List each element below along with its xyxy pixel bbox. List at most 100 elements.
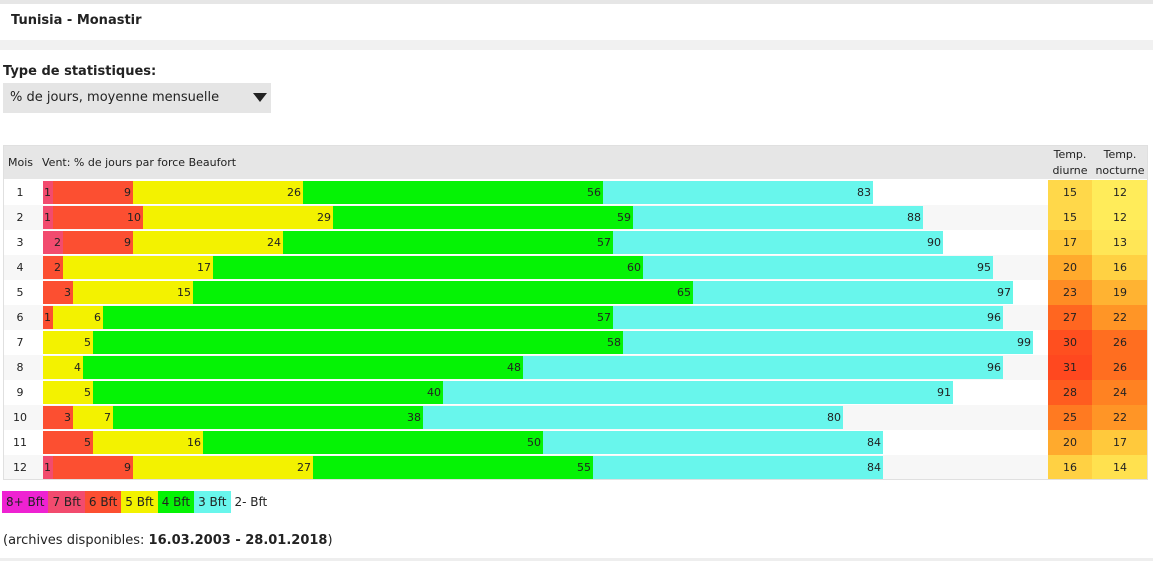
bar-value-label: 91: [937, 386, 951, 399]
bar-segment: [423, 406, 843, 429]
bar-segment: [203, 431, 543, 454]
bar-segment: [43, 281, 73, 304]
bar-value-label: 27: [297, 461, 311, 474]
bar-value-label: 7: [104, 411, 111, 424]
temp-day-cell: 31: [1048, 355, 1092, 380]
bar-value-label: 99: [1017, 336, 1031, 349]
footer-line: [0, 558, 1153, 561]
bar-segment: [133, 231, 283, 254]
triangle-down-icon[interactable]: [253, 93, 267, 102]
bar-segment: [63, 231, 133, 254]
bar-value-label: 29: [317, 211, 331, 224]
bar-value-label: 96: [987, 361, 1001, 374]
bar-segment: [133, 456, 313, 479]
bar-value-label: 6: [94, 311, 101, 324]
archives-range: 16.03.2003 - 28.01.2018: [148, 533, 328, 548]
month-label: 11: [13, 436, 27, 449]
bar-segment: [213, 256, 643, 279]
month-label: 2: [16, 211, 24, 224]
temp-night-cell: 12: [1092, 180, 1148, 205]
temp-day-cell: 30: [1048, 330, 1092, 355]
month-label: 1: [16, 186, 24, 199]
bar-segment: [643, 256, 993, 279]
bar-value-label: 48: [507, 361, 521, 374]
bar-segment: [443, 381, 953, 404]
bar-segment: [43, 356, 83, 379]
month-label: 7: [16, 336, 24, 349]
bar-value-label: 83: [857, 186, 871, 199]
temp-night-cell: 16: [1092, 255, 1148, 280]
bar-value-label: 15: [177, 286, 191, 299]
bar-value-label: 9: [124, 186, 131, 199]
bar-value-label: 1: [44, 186, 51, 199]
col-month-header: Mois: [8, 156, 34, 169]
bar-value-label: 9: [124, 461, 131, 474]
temp-day-cell: 15: [1048, 180, 1092, 205]
archives-note: (archives disponibles: 16.03.2003 - 28.0…: [3, 533, 333, 548]
bar-segment: [633, 206, 923, 229]
bar-value-label: 56: [587, 186, 601, 199]
temp-day-cell: 25: [1048, 405, 1092, 430]
bar-value-label: 9: [124, 236, 131, 249]
bar-value-label: 24: [267, 236, 281, 249]
legend-item: 5 Bft: [121, 491, 158, 513]
bar-value-label: 1: [44, 211, 51, 224]
legend-item: 7 Bft: [48, 491, 85, 513]
col-temp-day-line2: diurne: [1052, 164, 1088, 177]
temp-day-cell: 28: [1048, 380, 1092, 405]
stats-type-label: Type de statistiques:: [3, 64, 157, 79]
bar-segment: [113, 406, 423, 429]
bar-value-label: 40: [427, 386, 441, 399]
bar-value-label: 10: [127, 211, 141, 224]
col-wind-header: Vent: % de jours par force Beaufort: [42, 156, 237, 169]
legend: 8+ Bft 7 Bft 6 Bft 5 Bft 4 Bft 3 Bft 2- Bft: [2, 491, 271, 513]
temp-night-cell: 22: [1092, 305, 1148, 330]
bar-segment: [53, 306, 103, 329]
bar-segment: [133, 181, 303, 204]
bar-value-label: 80: [827, 411, 841, 424]
temp-day-cell: 15: [1048, 205, 1092, 230]
bar-value-label: 97: [997, 286, 1011, 299]
temp-day-cell: 20: [1048, 255, 1092, 280]
bar-value-label: 26: [287, 186, 301, 199]
bar-segment: [43, 406, 73, 429]
bar-segment: [43, 256, 63, 279]
bar-segment: [543, 431, 883, 454]
bar-segment: [613, 306, 1003, 329]
month-label: 12: [13, 461, 27, 474]
bar-value-label: 60: [627, 261, 641, 274]
bar-segment: [523, 356, 1003, 379]
month-label: 8: [16, 361, 24, 374]
bar-value-label: 65: [677, 286, 691, 299]
bar-segment: [283, 231, 613, 254]
month-label: 3: [16, 236, 24, 249]
month-label: 10: [13, 411, 27, 424]
month-label: 6: [16, 311, 24, 324]
bar-value-label: 3: [64, 411, 71, 424]
bar-segment: [53, 456, 133, 479]
temp-day-cell: 23: [1048, 280, 1092, 305]
title-separator: [0, 40, 1153, 50]
bar-segment: [73, 406, 113, 429]
month-label: 4: [16, 261, 24, 274]
col-temp-night-header: Temp. nocturne: [1092, 147, 1148, 179]
bar-value-label: 57: [597, 236, 611, 249]
bar-segment: [53, 181, 133, 204]
bar-value-label: 57: [597, 311, 611, 324]
bar-value-label: 2: [54, 236, 61, 249]
bar-segment: [613, 231, 943, 254]
bar-segment: [63, 256, 213, 279]
temp-day-cell: 17: [1048, 230, 1092, 255]
stats-type-select[interactable]: % de jours, moyenne mensuelle: [3, 83, 271, 113]
bar-value-label: 2: [54, 261, 61, 274]
month-label: 5: [16, 286, 24, 299]
temp-night-cell: 12: [1092, 205, 1148, 230]
bar-segment: [333, 206, 633, 229]
legend-item: 4 Bft: [157, 491, 195, 513]
bar-value-label: 88: [907, 211, 921, 224]
temp-night-cell: 19: [1092, 280, 1148, 305]
bar-value-label: 50: [527, 436, 541, 449]
archives-prefix: (archives disponibles:: [3, 533, 145, 548]
bar-segment: [93, 381, 443, 404]
bar-value-label: 59: [617, 211, 631, 224]
